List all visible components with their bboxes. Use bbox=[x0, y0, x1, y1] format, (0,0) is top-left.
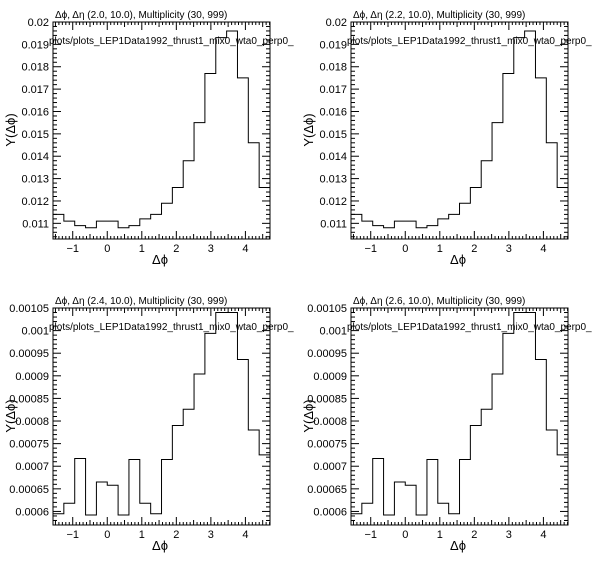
chart-title: Δϕ, Δη (2.4, 10.0), Multiplicity (30, 99… bbox=[55, 296, 227, 307]
chart-title: Δϕ, Δη (2.2, 10.0), Multiplicity (30, 99… bbox=[353, 10, 525, 21]
y-tick-label: 0.011 bbox=[320, 218, 347, 230]
plot-annotation: plots/plots_LEP1Data1992_thrust1_mix0_wt… bbox=[49, 36, 294, 47]
x-tick-label: 4 bbox=[540, 243, 546, 255]
y-tick-label: 0.0009 bbox=[15, 371, 49, 383]
y-tick-label: 0.00065 bbox=[9, 484, 49, 496]
chart-panel-3: Δϕ, Δη (2.4, 10.0), Multiplicity (30, 99… bbox=[3, 296, 294, 553]
y-tick-label: 0.014 bbox=[21, 151, 49, 163]
x-tick-label: 4 bbox=[540, 529, 546, 541]
y-tick-label: 0.017 bbox=[319, 84, 347, 96]
y-tick-label: 0.02 bbox=[326, 17, 347, 29]
y-tick-label: 0.012 bbox=[319, 196, 347, 208]
x-tick-label: 2 bbox=[173, 243, 179, 255]
y-tick-label: 0.00095 bbox=[307, 348, 347, 360]
plot-frame bbox=[52, 21, 271, 240]
chart-title: Δϕ, Δη (2.0, 10.0), Multiplicity (30, 99… bbox=[55, 10, 227, 21]
y-tick-label: 0.00105 bbox=[307, 303, 347, 315]
x-tick-label: 2 bbox=[173, 529, 179, 541]
plot-annotation: plots/plots_LEP1Data1992_thrust1_mix0_wt… bbox=[347, 322, 592, 333]
x-tick-label: 0 bbox=[104, 243, 110, 255]
y-tick-label: 0.017 bbox=[21, 84, 49, 96]
plot-annotation: plots/plots_LEP1Data1992_thrust1_mix0_wt… bbox=[49, 322, 294, 333]
y-axis-label: Y(Δϕ) bbox=[301, 399, 316, 432]
y-tick-label: 0.0008 bbox=[15, 416, 49, 428]
x-tick-label: 4 bbox=[242, 243, 248, 255]
y-tick-label: 0.00075 bbox=[9, 439, 49, 451]
y-tick-label: 0.00085 bbox=[307, 393, 347, 405]
y-tick-label: 0.014 bbox=[319, 151, 347, 163]
x-tick-label: 2 bbox=[471, 243, 477, 255]
y-tick-label: 0.02 bbox=[28, 17, 49, 29]
x-tick-label: 1 bbox=[437, 529, 443, 541]
x-tick-label: −1 bbox=[66, 243, 79, 255]
x-tick-label: 1 bbox=[139, 243, 145, 255]
histogram-line bbox=[351, 312, 568, 516]
y-tick-label: 0.019 bbox=[21, 39, 49, 51]
y-tick-label: 0.00085 bbox=[9, 393, 49, 405]
x-tick-label: 0 bbox=[402, 243, 408, 255]
y-tick-label: 0.015 bbox=[21, 129, 49, 141]
y-tick-label: 0.0006 bbox=[15, 506, 49, 518]
y-tick-label: 0.016 bbox=[319, 106, 347, 118]
chart-panel-4: Δϕ, Δη (2.6, 10.0), Multiplicity (30, 99… bbox=[301, 296, 592, 553]
x-tick-label: −1 bbox=[364, 243, 377, 255]
y-tick-label: 0.016 bbox=[21, 106, 49, 118]
y-tick-label: 0.018 bbox=[319, 62, 347, 74]
x-tick-label: 3 bbox=[506, 529, 512, 541]
x-tick-label: 2 bbox=[471, 529, 477, 541]
y-tick-label: 0.019 bbox=[319, 39, 347, 51]
histogram-line bbox=[53, 312, 270, 516]
y-tick-label: 0.00065 bbox=[307, 484, 347, 496]
y-tick-label: 0.00105 bbox=[9, 303, 49, 315]
y-tick-label: 0.012 bbox=[21, 196, 49, 208]
x-tick-label: 3 bbox=[506, 243, 512, 255]
x-tick-label: 0 bbox=[104, 529, 110, 541]
histogram-line bbox=[53, 30, 270, 229]
plot-frame bbox=[350, 21, 569, 240]
y-tick-label: 0.0007 bbox=[15, 461, 49, 473]
y-tick-label: 0.00095 bbox=[9, 348, 49, 360]
x-tick-label: −1 bbox=[66, 529, 79, 541]
histogram-line bbox=[351, 30, 568, 229]
x-tick-label: 1 bbox=[139, 529, 145, 541]
y-tick-label: 0.00075 bbox=[307, 439, 347, 451]
y-axis-label: Y(Δϕ) bbox=[3, 399, 18, 432]
x-tick-label: 3 bbox=[208, 243, 214, 255]
y-tick-label: 0.001 bbox=[21, 326, 49, 338]
y-tick-label: 0.018 bbox=[21, 62, 49, 74]
x-axis-label: Δϕ bbox=[450, 252, 466, 267]
y-tick-label: 0.0006 bbox=[313, 506, 347, 518]
chart-title: Δϕ, Δη (2.6, 10.0), Multiplicity (30, 99… bbox=[353, 296, 525, 307]
x-tick-label: −1 bbox=[364, 529, 377, 541]
plot-annotation: plots/plots_LEP1Data1992_thrust1_mix0_wt… bbox=[347, 36, 592, 47]
x-tick-label: 1 bbox=[437, 243, 443, 255]
x-tick-label: 3 bbox=[208, 529, 214, 541]
y-tick-label: 0.001 bbox=[319, 326, 347, 338]
y-tick-label: 0.015 bbox=[319, 129, 347, 141]
y-tick-label: 0.011 bbox=[22, 218, 49, 230]
y-tick-label: 0.013 bbox=[21, 174, 49, 186]
x-tick-label: 0 bbox=[402, 529, 408, 541]
chart-panel-2: Δϕ, Δη (2.2, 10.0), Multiplicity (30, 99… bbox=[301, 10, 592, 267]
y-tick-label: 0.0009 bbox=[313, 371, 347, 383]
x-axis-label: Δϕ bbox=[152, 252, 168, 267]
y-axis-label: Y(Δϕ) bbox=[3, 113, 18, 146]
y-axis-label: Y(Δϕ) bbox=[301, 113, 316, 146]
chart-panel-1: Δϕ, Δη (2.0, 10.0), Multiplicity (30, 99… bbox=[3, 10, 294, 267]
y-tick-label: 0.0007 bbox=[313, 461, 347, 473]
x-axis-label: Δϕ bbox=[152, 538, 168, 553]
x-tick-label: 4 bbox=[242, 529, 248, 541]
x-axis-label: Δϕ bbox=[450, 538, 466, 553]
y-tick-label: 0.0008 bbox=[313, 416, 347, 428]
y-tick-label: 0.013 bbox=[319, 174, 347, 186]
